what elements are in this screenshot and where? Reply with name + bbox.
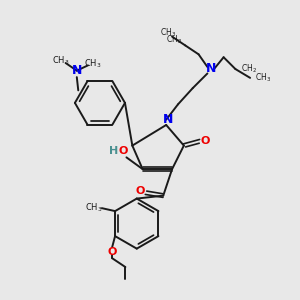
Text: N: N [163,112,173,126]
Text: CH$_3$: CH$_3$ [160,27,177,39]
Text: CH$_2$: CH$_2$ [241,63,257,75]
Text: CH$_3$: CH$_3$ [255,72,272,84]
Text: CH$_3$: CH$_3$ [85,202,103,214]
Text: O: O [201,136,210,146]
Text: CH$_2$: CH$_2$ [166,34,182,46]
Text: O: O [136,186,145,196]
Text: O: O [107,247,117,257]
Text: CH$_3$: CH$_3$ [52,55,69,67]
Text: N: N [72,64,82,77]
Text: CH$_3$: CH$_3$ [84,58,102,70]
Text: O: O [119,146,128,157]
Text: N: N [206,61,216,75]
Text: H: H [109,146,119,157]
